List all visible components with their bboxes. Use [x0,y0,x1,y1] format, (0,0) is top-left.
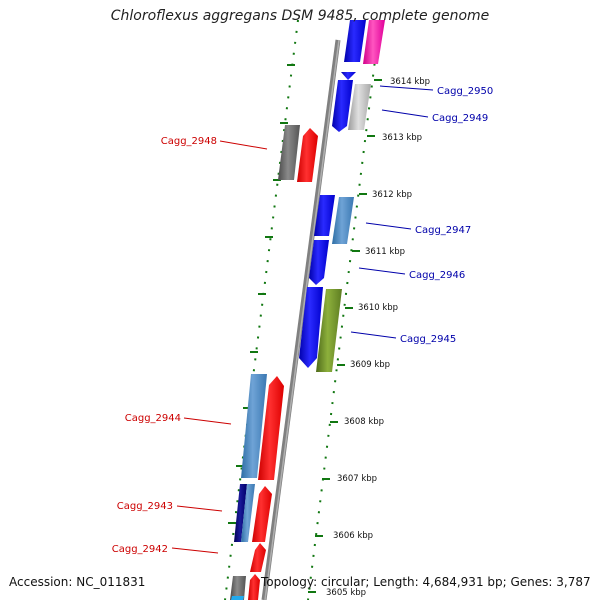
gene-arrow-pink[interactable] [363,20,385,64]
kbp-tick-label: 3605 kbp [326,588,366,598]
kbp-tick-label: 3609 kbp [350,360,390,370]
gene-arrow-red[interactable] [248,574,260,600]
gene-arrow-steelblue[interactable] [332,197,354,244]
gene-arrow-red[interactable] [297,128,318,182]
gene-label[interactable]: Cagg_2946 [409,270,465,281]
gene-arrow-blue[interactable] [344,20,366,62]
kbp-tick-label: 3611 kbp [365,247,405,257]
gene-arrow-blue[interactable] [332,80,353,132]
accession-label: Accession: NC_011831 [9,575,146,589]
gene-arrow-light-grey[interactable] [348,84,371,130]
kbp-tick-label: 3614 kbp [390,77,430,87]
gene-label[interactable]: Cagg_2945 [400,334,456,345]
genome-backbone-highlight [264,39,340,600]
map-title: Chloroflexus aggregans DSM 9485, complet… [110,8,490,24]
gene-label[interactable]: Cagg_2950 [437,86,493,97]
topology-label: Topology: circular; Length: 4,684,931 bp… [261,575,591,589]
gene-arrow-blue[interactable] [299,287,323,368]
gene-arrow-red[interactable] [250,543,266,572]
gene-arrow-olive[interactable] [316,289,342,372]
kbp-tick-label: 3610 kbp [358,303,398,313]
kbp-tick-label: 3612 kbp [372,190,412,200]
gene-arrow-blue[interactable] [314,195,335,236]
gene-arrow-grey[interactable] [278,125,300,180]
forward-strand-genes [299,20,385,372]
gene-arrow-red[interactable] [258,376,284,480]
gene-label[interactable]: Cagg_2944 [125,413,181,424]
gene-label[interactable]: Cagg_2947 [415,225,471,236]
reverse-label-leaders [171,140,268,554]
kbp-tick-label: 3606 kbp [333,531,373,541]
kbp-tick-label: 3613 kbp [382,133,422,143]
gene-arrow-steelblue[interactable] [241,374,267,478]
gene-label[interactable]: Cagg_2943 [117,501,173,512]
gene-arrow-navy[interactable] [234,484,247,542]
gene-label[interactable]: Cagg_2949 [432,113,488,124]
gene-arrow-blue[interactable] [309,240,329,285]
kbp-tick-label: 3608 kbp [344,417,384,427]
gene-arrow-steelblue[interactable] [241,484,255,542]
right-tick-dashes [308,79,382,593]
genome-backbone [261,39,341,600]
gene-label[interactable]: Cagg_2942 [112,544,168,555]
kbp-tick-label: 3607 kbp [337,474,377,484]
gene-label[interactable]: Cagg_2948 [161,136,217,147]
forward-label-leaders [350,85,434,339]
reverse-strand-genes [230,125,318,600]
gene-arrow-cyan[interactable] [231,596,244,600]
gene-arrow-grey[interactable] [230,576,246,600]
gene-arrow-blue-small[interactable] [341,72,356,80]
gene-arrow-red[interactable] [252,486,272,542]
